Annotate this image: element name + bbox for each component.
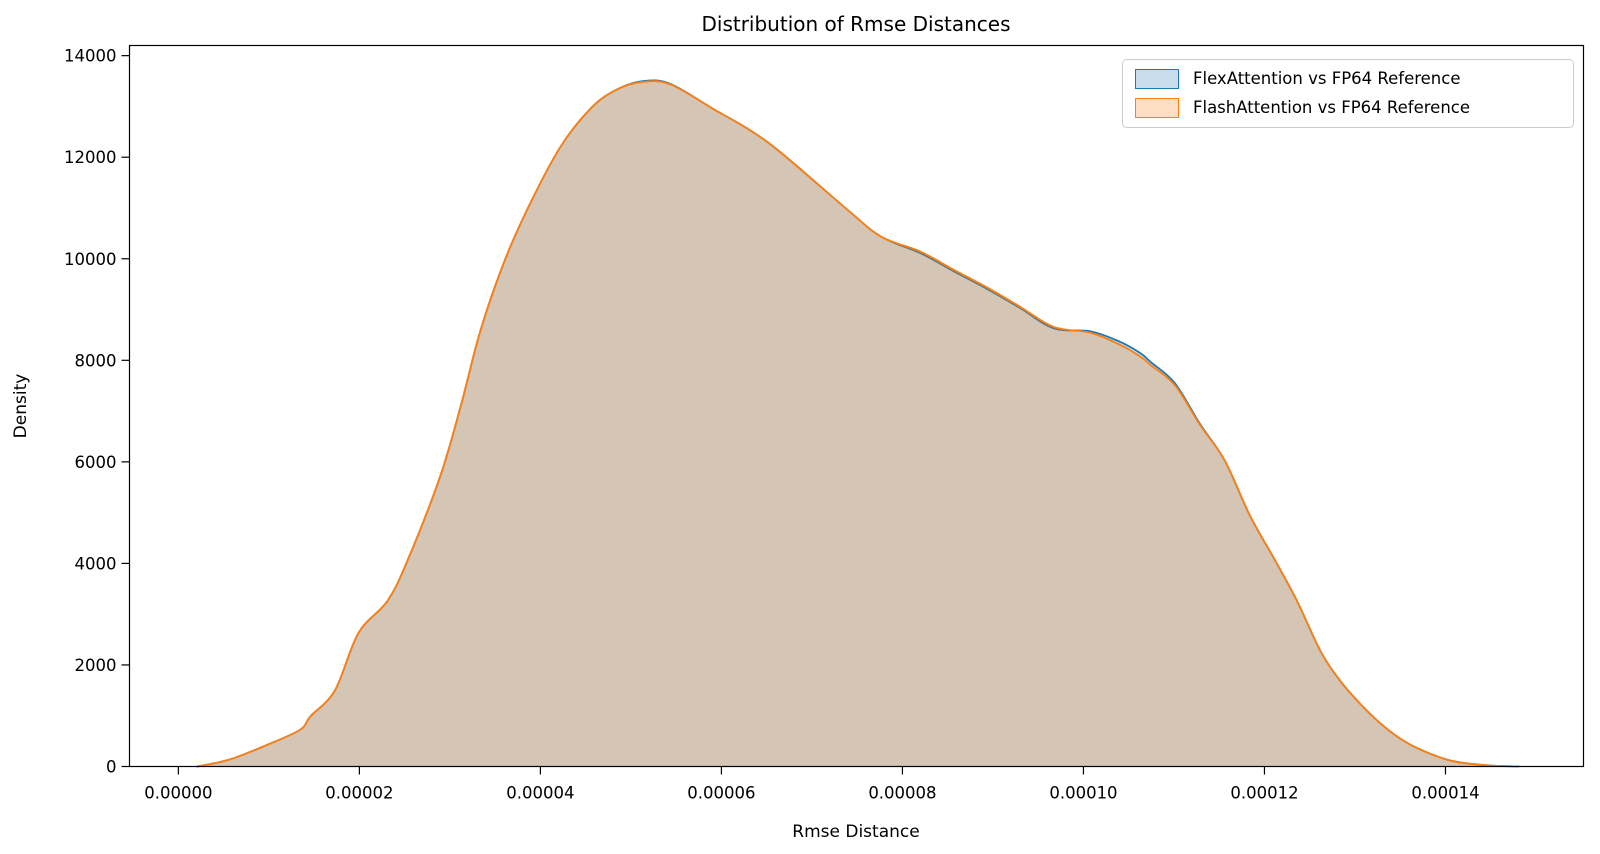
x-tick-label: 0.00008 bbox=[868, 784, 936, 803]
x-tick-label: 0.00006 bbox=[687, 784, 755, 803]
x-tick-label: 0.00012 bbox=[1230, 784, 1298, 803]
x-axis-ticks: 0.00000 0.00002 0.00004 0.00006 0.00008 0.000… bbox=[144, 766, 1480, 803]
series-layer bbox=[196, 79, 1520, 768]
legend-entry-flexattention: FlexAttention vs FP64 Reference bbox=[1135, 68, 1573, 90]
chart-title: Distribution of Rmse Distances bbox=[701, 12, 1010, 36]
y-axis-label: Density bbox=[11, 374, 31, 439]
y-axis-ticks: 0 2000 4000 6000 8000 10000 12000 14000 bbox=[64, 47, 130, 777]
x-axis-label: Rmse Distance bbox=[792, 822, 919, 842]
x-tick-label: 0.00004 bbox=[506, 784, 574, 803]
y-tick-label: 10000 bbox=[64, 250, 117, 269]
y-tick-label: 8000 bbox=[75, 351, 117, 370]
flashattention-series bbox=[196, 80, 1520, 768]
density-fill bbox=[197, 81, 1519, 767]
axes-spines bbox=[128, 44, 1585, 768]
density-fill bbox=[197, 80, 1519, 767]
flashattention-swatch-icon bbox=[1135, 98, 1179, 118]
y-tick-label: 0 bbox=[106, 758, 117, 777]
legend-label-flashattention: FlashAttention vs FP64 Reference bbox=[1193, 98, 1471, 117]
flexattention-swatch-icon bbox=[1135, 69, 1179, 89]
x-tick-label: 0.00000 bbox=[144, 784, 212, 803]
legend-entry-flashattention: FlashAttention vs FP64 Reference bbox=[1135, 97, 1573, 119]
density-line bbox=[196, 80, 1520, 768]
x-tick-label: 0.00014 bbox=[1411, 784, 1479, 803]
x-tick-label: 0.00002 bbox=[325, 784, 393, 803]
y-tick-label: 6000 bbox=[75, 453, 117, 472]
y-tick-label: 12000 bbox=[64, 148, 117, 167]
x-tick-label: 0.00010 bbox=[1049, 784, 1117, 803]
y-tick-label: 2000 bbox=[75, 656, 117, 675]
y-tick-label: 14000 bbox=[64, 47, 117, 66]
legend-label-flexattention: FlexAttention vs FP64 Reference bbox=[1193, 69, 1461, 88]
y-tick-label: 4000 bbox=[75, 554, 117, 573]
legend: FlexAttention vs FP64 Reference FlashAtt… bbox=[1122, 59, 1574, 128]
